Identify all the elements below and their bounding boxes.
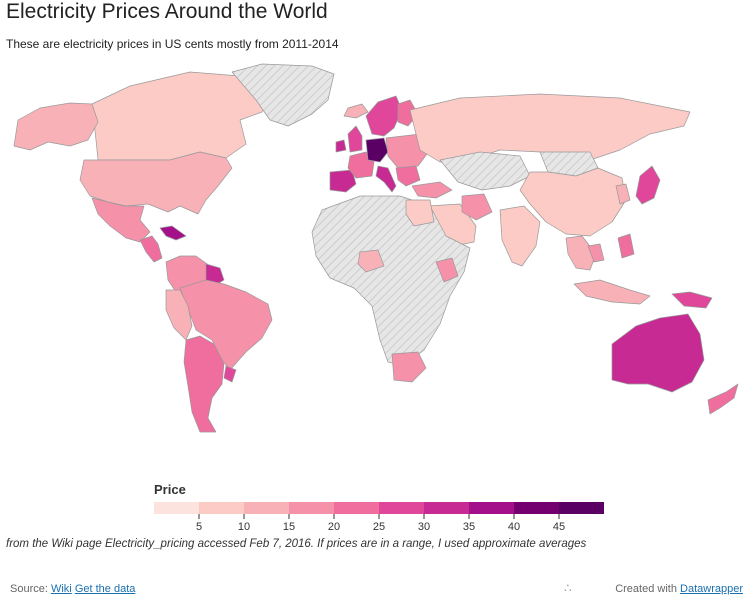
legend-title: Price [154,482,186,497]
region-italy[interactable]: Italy: 30 [375,165,397,193]
region-kazakhstan[interactable]: Kazakhstan [439,151,531,191]
legend-swatch [334,502,379,514]
legend-tick-label: 30 [418,521,430,533]
region-korea[interactable]: South Korea: 12 [615,183,631,205]
legend-tick-label: 25 [373,521,385,533]
legend-swatch [154,502,199,514]
legend-tick-label: 10 [238,521,250,533]
region-mexico[interactable]: Mexico: 18 [91,197,151,243]
region-china[interactable]: China: 9 [519,167,627,237]
region-iran[interactable]: Iran: 15 [461,193,493,221]
region-thailand[interactable]: Thailand: 18 [587,243,605,263]
legend-swatch [199,502,244,514]
region-nigeria[interactable]: Nigeria: 10 [357,249,385,273]
region-balkans[interactable]: Balkans: 20 [395,165,421,187]
region-iceland[interactable]: Iceland: 10 [343,103,369,119]
footer-source: Source: Wiki Get the data [10,583,135,595]
legend-tick-label: 15 [283,521,295,533]
region-alaska[interactable]: Alaska: 12 [13,102,99,151]
chart-subtitle: These are electricity prices in US cents… [6,37,339,51]
region-uruguay[interactable]: Uruguay: 25 [223,365,237,383]
share-icon[interactable]: ∴ [564,581,572,595]
legend-swatch [244,502,289,514]
region-uk[interactable]: United Kingdom: 25 [347,125,363,153]
region-argentina-chile[interactable]: Argentina / Chile: 20 [183,335,225,433]
legend-tick-label: 5 [196,521,202,533]
legend-tick-label: 35 [463,521,475,533]
region-kenya[interactable]: Kenya: 15 [435,257,459,283]
legend-swatch [289,502,334,514]
region-ireland[interactable]: Ireland: 30 [335,139,347,153]
region-indonesia[interactable]: Indonesia: 12 [573,279,651,305]
region-png[interactable]: Papua New Guinea: 25 [671,291,713,309]
region-germany[interactable]: Germany: 45 [365,137,389,163]
legend-swatch [514,502,559,514]
region-peru[interactable]: Peru: 13 [165,289,193,341]
region-philippines[interactable]: Philippines: 20 [617,233,635,259]
region-japan[interactable]: Japan: 28 [635,165,661,205]
source-note: from the Wiki page Electricity_pricing a… [6,538,587,550]
region-usa[interactable]: United States: 12 [79,151,233,215]
source-link[interactable]: Wiki [50,583,72,595]
region-australia[interactable]: Australia: 33 [611,313,705,393]
chart-title: Electricity Prices Around the World [6,0,328,23]
legend-tick-label: 20 [328,521,340,533]
region-scandinavia[interactable]: Scandinavia: 25 [365,95,403,137]
footer-credit: Created with Datawrapper [615,583,743,595]
region-turkey[interactable]: Turkey: 15 [411,181,453,199]
price-legend: 5 10 15 20 25 30 35 40 45 [154,502,604,533]
legend-swatch [469,502,514,514]
legend-tick-label: 45 [553,521,565,533]
legend-swatch [424,502,469,514]
region-central-america[interactable]: Central America: 22 [139,235,163,263]
legend-swatch [559,502,604,514]
region-caribbean[interactable]: Caribbean: 38 [159,225,187,241]
region-southeast-asia[interactable]: Southeast Asia: 13 [565,235,597,271]
world-map: Canada: 9United States: 12Alaska: 12Mexi… [13,63,739,433]
get-data-link[interactable]: Get the data [74,583,136,595]
datawrapper-link[interactable]: Datawrapper [680,583,743,595]
region-india[interactable]: India: 9 [499,205,541,267]
legend-tick-label: 40 [508,521,520,533]
created-label: Created with [615,583,677,595]
legend-swatch [379,502,424,514]
region-spain-portugal[interactable]: Spain / Portugal: 30 [329,169,357,193]
region-brazil[interactable]: Brazil: 18 [179,279,273,371]
region-egypt[interactable]: Egypt: 5 [405,199,435,227]
source-label: Source: [10,583,48,595]
region-new-zealand[interactable]: New Zealand: 20 [707,383,739,415]
region-greenland[interactable]: Greenland [231,63,335,127]
region-south-africa[interactable]: South Africa: 15 [391,351,427,383]
